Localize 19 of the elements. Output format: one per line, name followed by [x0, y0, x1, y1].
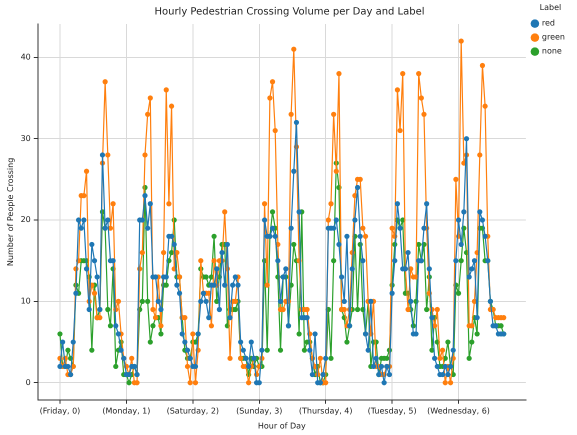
legend-label: red: [542, 18, 556, 28]
legend-label: green: [542, 32, 566, 42]
y-tick-label: 40: [20, 52, 31, 62]
x-tick-label: (Tuesday, 5): [368, 406, 417, 416]
x-tick-label: (Friday, 0): [40, 406, 80, 416]
x-axis-title: Hour of Day: [258, 421, 306, 430]
legend-label: none: [542, 46, 562, 56]
y-tick-label: 30: [20, 134, 31, 143]
y-axis-title: Number of People Crossing: [6, 158, 15, 266]
x-tick-label: (Wednesday, 6): [427, 406, 490, 416]
y-tick-label: 0: [26, 378, 31, 387]
y-tick-label: 20: [20, 215, 31, 224]
x-tick-label: (Saturday, 2): [166, 406, 220, 416]
legend-title: Label: [540, 3, 562, 12]
x-tick-label: (Thursday, 4): [298, 406, 352, 416]
x-tick-label: (Monday, 1): [102, 406, 150, 416]
y-tick-label: 10: [20, 296, 31, 306]
chart-title: Hourly Pedestrian Crossing Volume per Day and Label: [154, 6, 425, 18]
x-tick-label: (Sunday, 3): [236, 406, 282, 416]
